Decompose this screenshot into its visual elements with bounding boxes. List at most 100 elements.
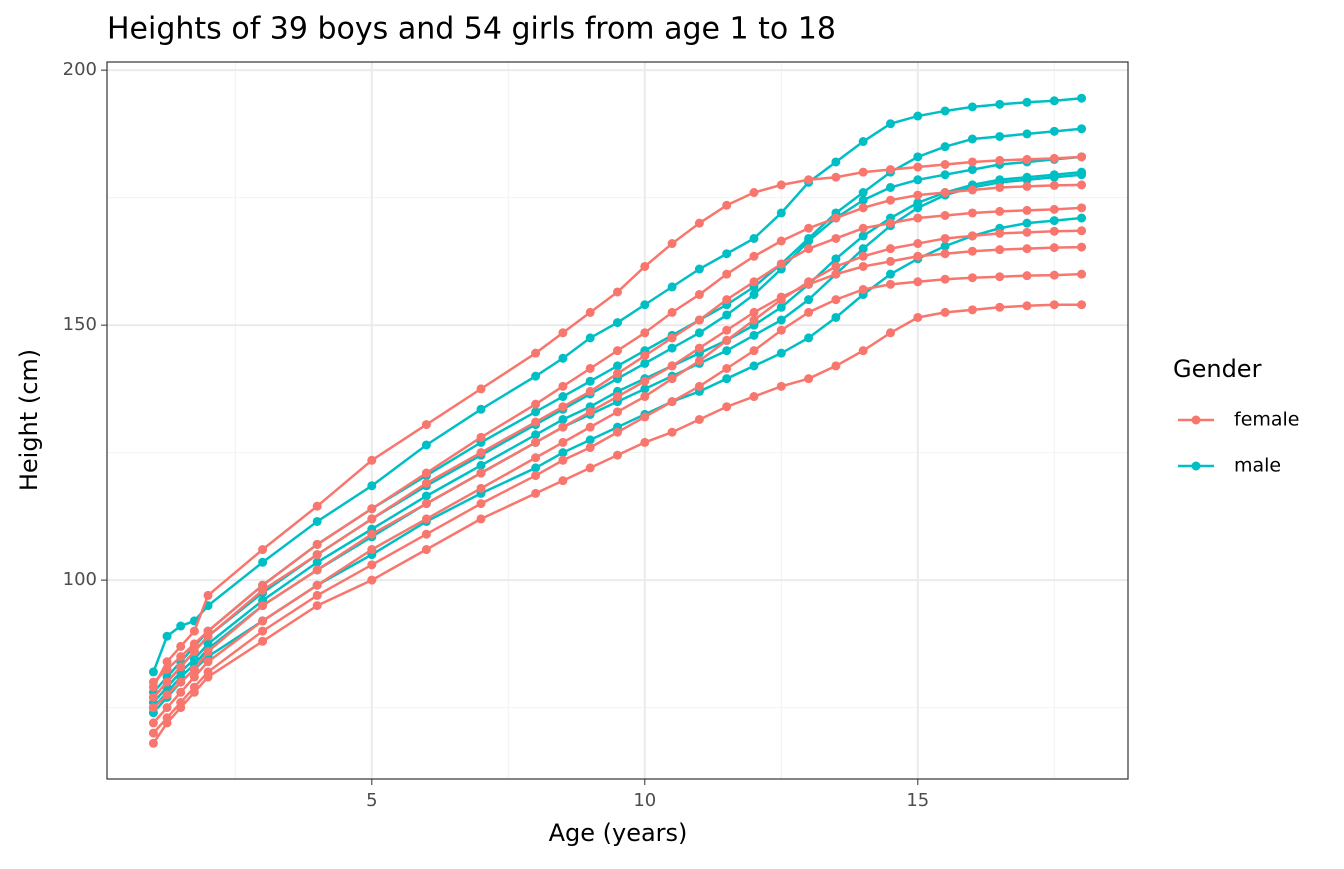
data-point xyxy=(694,290,704,300)
data-point xyxy=(1049,153,1059,163)
data-point xyxy=(967,165,977,175)
data-point xyxy=(885,328,895,338)
data-point xyxy=(640,384,650,394)
data-point xyxy=(858,244,868,254)
data-point xyxy=(722,335,732,345)
data-point xyxy=(667,427,677,437)
data-point xyxy=(613,427,622,437)
data-point xyxy=(722,295,732,305)
x-tick-label: 15 xyxy=(906,790,929,811)
legend-marker xyxy=(1191,415,1201,425)
data-point xyxy=(421,514,431,524)
data-point xyxy=(885,269,895,279)
data-point xyxy=(722,363,732,373)
data-point xyxy=(776,180,786,190)
data-point xyxy=(640,300,650,310)
data-point xyxy=(776,315,786,325)
data-point xyxy=(1049,126,1059,136)
data-point xyxy=(749,330,759,340)
data-point xyxy=(203,590,213,600)
data-point xyxy=(531,371,541,381)
data-point xyxy=(176,641,186,651)
data-point xyxy=(995,272,1005,282)
data-point xyxy=(258,545,268,555)
data-point xyxy=(613,346,622,356)
data-point xyxy=(694,264,704,274)
data-point xyxy=(885,182,895,192)
data-point xyxy=(421,491,431,501)
data-point xyxy=(312,557,322,567)
data-point xyxy=(640,261,650,271)
data-point xyxy=(162,631,172,641)
data-point xyxy=(722,249,732,259)
data-point xyxy=(148,677,158,687)
data-point xyxy=(885,195,895,205)
data-point xyxy=(531,417,541,427)
x-tick-label: 10 xyxy=(633,790,656,811)
data-point xyxy=(189,626,199,636)
data-point xyxy=(640,412,650,422)
data-point xyxy=(1077,203,1087,213)
data-point xyxy=(913,152,923,162)
data-point xyxy=(1022,301,1032,311)
data-point xyxy=(776,325,786,335)
data-point xyxy=(189,664,199,674)
data-point xyxy=(162,703,172,713)
data-point xyxy=(940,106,950,116)
data-point xyxy=(804,223,814,233)
data-point xyxy=(749,307,759,317)
data-point xyxy=(913,190,923,200)
data-point xyxy=(967,246,977,256)
data-point xyxy=(613,450,622,460)
data-point xyxy=(858,346,868,356)
data-point xyxy=(749,290,759,300)
data-point xyxy=(558,476,568,486)
data-point xyxy=(640,376,650,386)
data-point xyxy=(421,468,431,478)
data-point xyxy=(995,245,1005,255)
y-tick-label: 200 xyxy=(63,59,97,80)
data-point xyxy=(367,514,377,524)
data-point xyxy=(421,499,431,509)
data-point xyxy=(613,318,622,328)
data-point xyxy=(885,165,895,175)
data-point xyxy=(585,307,595,317)
data-point xyxy=(531,348,541,358)
data-point xyxy=(831,269,841,279)
data-point xyxy=(531,463,541,473)
data-point xyxy=(776,208,786,218)
data-point xyxy=(831,361,841,371)
data-point xyxy=(162,713,172,723)
data-point xyxy=(722,402,732,412)
data-point xyxy=(1049,270,1059,280)
data-point xyxy=(913,277,923,287)
data-point xyxy=(722,374,732,384)
data-point xyxy=(913,239,923,249)
data-point xyxy=(1077,93,1087,103)
data-point xyxy=(749,277,759,287)
data-point xyxy=(831,254,841,264)
data-point xyxy=(913,312,923,322)
data-point xyxy=(995,99,1005,109)
data-point xyxy=(667,361,677,371)
data-point xyxy=(694,343,704,353)
data-point xyxy=(312,501,322,511)
data-point xyxy=(804,236,814,246)
data-point xyxy=(913,203,923,213)
data-point xyxy=(531,437,541,447)
data-point xyxy=(1022,227,1032,237)
data-point xyxy=(613,361,622,371)
data-point xyxy=(312,580,322,590)
data-point xyxy=(831,233,841,243)
data-point xyxy=(667,282,677,292)
data-point xyxy=(312,565,322,575)
data-point xyxy=(995,131,1005,141)
data-point xyxy=(722,269,732,279)
data-point xyxy=(640,328,650,338)
y-tick-label: 100 xyxy=(63,569,97,590)
data-point xyxy=(804,307,814,317)
data-point xyxy=(1077,226,1087,236)
data-point xyxy=(367,560,377,570)
data-point xyxy=(995,155,1005,165)
chart-title: Heights of 39 boys and 54 girls from age… xyxy=(107,12,836,47)
